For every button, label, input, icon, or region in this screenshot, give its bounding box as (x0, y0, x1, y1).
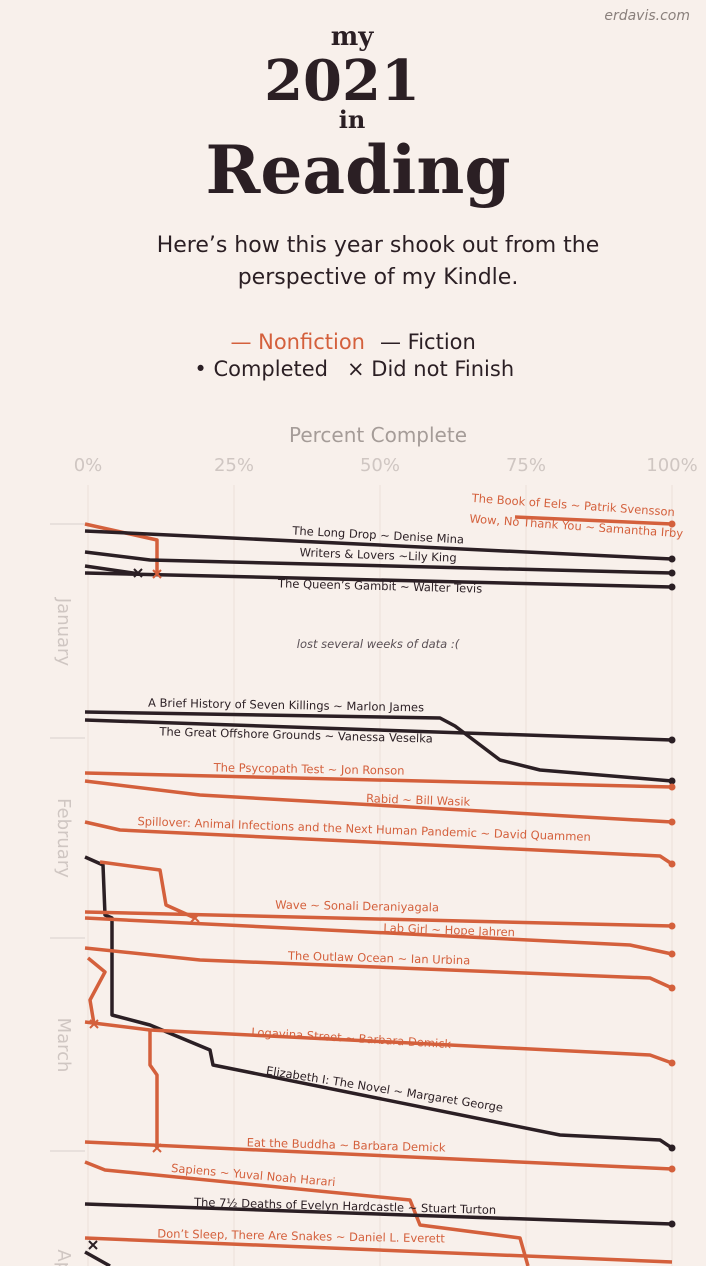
completed-dot (668, 1220, 676, 1228)
completed-dot (668, 783, 676, 791)
reading-lines (84, 515, 673, 1266)
month: February (53, 798, 74, 878)
site: erdavis.com (604, 8, 690, 24)
dnf-mark (133, 568, 143, 578)
dnf-mark (190, 913, 200, 923)
dnf-mark (89, 1019, 99, 1029)
month: January (53, 597, 74, 667)
completed-dot (668, 1059, 676, 1067)
dnf-mark (88, 1240, 98, 1250)
completed-dot (668, 1144, 676, 1152)
legend-item: • Completed (194, 357, 328, 381)
book-label: Don’t Sleep, There Are Snakes ~ Daniel L… (157, 1226, 445, 1245)
book-line (84, 1140, 673, 1171)
book-line (84, 910, 673, 928)
book-line (84, 522, 159, 574)
grid (87, 485, 673, 1266)
book-line (84, 820, 673, 866)
book-label: A Brief History of Seven Killings ~ Marl… (148, 696, 424, 715)
completed-dot (668, 984, 676, 992)
book-line (84, 1160, 530, 1266)
book-line (86, 956, 107, 1025)
title-part: my (331, 22, 375, 52)
book-line (84, 571, 673, 589)
completed-dot (668, 860, 676, 868)
book-label: The Psycopath Test ~ Jon Ronson (213, 760, 405, 777)
book-line (84, 855, 673, 1150)
book-label: Lab Girl ~ Hope Jahren (383, 921, 515, 940)
legend-item: — Fiction (380, 330, 476, 354)
book-line (84, 1250, 111, 1266)
book-label: The Great Offshore Grounds ~ Vanessa Ves… (158, 724, 433, 745)
completed-dot (668, 950, 676, 958)
completed-dot (668, 1165, 676, 1173)
book-label: Eat the Buddha ~ Barbara Demick (247, 1135, 446, 1154)
completed-dot (668, 736, 676, 744)
end-markers (88, 520, 676, 1250)
completed-dot (668, 777, 676, 785)
completed-dot (668, 569, 676, 577)
subtitle: Here’s how this year shook out from the (157, 233, 600, 258)
book-label: The Outlaw Ocean ~ Ian Urbina (287, 949, 471, 968)
x-tick-label: 100% (646, 455, 697, 476)
legend-item: — Nonfiction (230, 330, 365, 354)
book-line (84, 718, 673, 742)
x-tick-label: 0% (74, 455, 103, 476)
title-part: Reading (206, 131, 511, 209)
book-line (84, 946, 673, 990)
book-label: Wave ~ Sonali Deraniyagala (275, 898, 439, 915)
title-part: in (339, 105, 366, 134)
month: April (53, 1249, 74, 1266)
x-tick-label: 25% (214, 455, 254, 476)
dnf-mark (152, 1143, 162, 1153)
book-line (84, 1236, 673, 1264)
book-line (84, 1020, 673, 1065)
subtitle: perspective of my Kindle. (238, 265, 519, 290)
completed-dot (668, 818, 676, 826)
month: March (53, 1018, 74, 1073)
book-label: The Queen’s Gambit ~ Walter Tevis (277, 576, 483, 595)
x-tick-label: 75% (506, 455, 546, 476)
book-label: Rabid ~ Bill Wasik (366, 791, 471, 809)
completed-dot (668, 583, 676, 591)
month-labels: January February March April (50, 523, 85, 1266)
book-line (84, 779, 673, 824)
book-label: Writers & Lovers ~Lily King (299, 545, 456, 564)
title-part: 2021 (264, 48, 420, 114)
book-line (99, 860, 196, 920)
book-line (84, 771, 673, 789)
book-line (84, 1202, 673, 1226)
completed-dot (668, 520, 676, 528)
book-labels: The Book of Eels ~ Patrik Svensson Wow, … (137, 491, 684, 1246)
book-label: Elizabeth I: The Novel ~ Margaret George (265, 1063, 504, 1114)
book-line (514, 515, 673, 526)
annotation: lost several weeks of data :( (297, 637, 460, 651)
legend-item: × Did not Finish (347, 357, 514, 381)
completed-dot (668, 922, 676, 930)
book-label: Spillover: Animal Infections and the Nex… (137, 814, 591, 844)
book-line (84, 529, 673, 561)
book-line (148, 1030, 159, 1148)
book-line (84, 710, 673, 783)
book-line (84, 550, 673, 575)
book-label: Logavina Street ~ Barbara Demick (251, 1025, 452, 1051)
dnf-mark (152, 569, 162, 579)
completed-dot (668, 555, 676, 563)
book-line (84, 916, 673, 956)
axis-title: Percent Complete (289, 423, 467, 447)
x-tick-label: 50% (360, 455, 400, 476)
